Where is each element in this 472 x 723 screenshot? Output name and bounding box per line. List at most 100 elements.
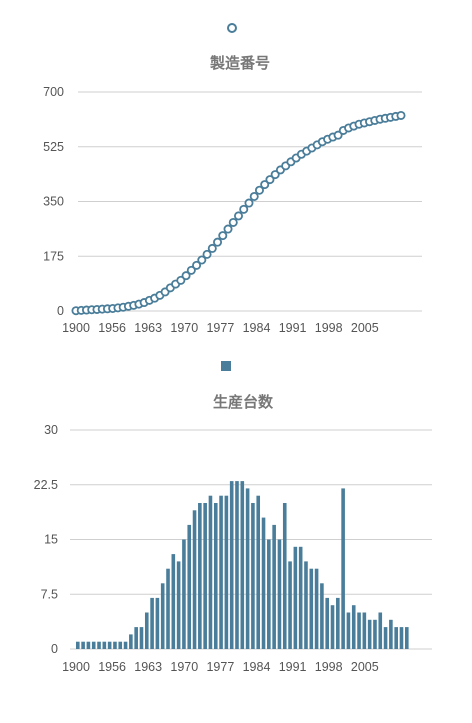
bar xyxy=(198,503,202,649)
y-tick-label: 350 xyxy=(43,195,64,209)
data-point xyxy=(270,170,280,180)
data-points xyxy=(71,110,406,316)
serial-number-chart: 製造番号 0 175 350 525 700 1900 1956 1963 1970 1977 1… xyxy=(0,0,472,350)
bar xyxy=(261,517,266,649)
bar xyxy=(251,503,255,649)
bar xyxy=(330,605,335,649)
data-point xyxy=(192,260,202,270)
x-tick-labels: 1900 1956 1963 1970 1977 1984 1991 1998 2005 xyxy=(62,321,379,335)
data-point xyxy=(265,175,275,185)
chart-title: 生産台数 xyxy=(213,393,274,411)
data-point xyxy=(207,243,217,253)
data-point xyxy=(228,217,238,227)
data-point xyxy=(213,237,223,247)
x-tick-label: 1963 xyxy=(134,660,162,674)
y-tick-label: 175 xyxy=(43,249,64,263)
data-point xyxy=(396,110,406,120)
data-point xyxy=(249,191,259,201)
bar xyxy=(102,641,107,649)
y-tick-label: 700 xyxy=(43,85,64,99)
bar xyxy=(367,619,372,649)
bar xyxy=(314,568,319,649)
bar xyxy=(81,641,85,649)
x-tick-label: 2005 xyxy=(351,321,379,335)
bar xyxy=(97,641,101,649)
bar xyxy=(118,641,123,649)
y-tick-labels: 0 175 350 525 700 xyxy=(43,85,64,318)
data-point xyxy=(197,255,207,265)
bar xyxy=(399,627,404,649)
production-count-chart: 生産台数 0 7.5 15 22.5 30 1900 1956 1963 1970 1977 19… xyxy=(0,350,472,718)
bar xyxy=(378,612,383,649)
x-tick-label: 1984 xyxy=(243,660,271,674)
y-tick-label: 0 xyxy=(51,642,58,656)
x-tick-label: 1998 xyxy=(315,321,343,335)
legend-marker-square xyxy=(221,361,231,371)
bar xyxy=(282,503,287,649)
bar xyxy=(219,495,223,649)
bar xyxy=(187,524,192,649)
bar xyxy=(293,546,298,649)
bar xyxy=(134,627,138,649)
bar xyxy=(229,481,234,649)
x-tick-label: 1984 xyxy=(243,321,271,335)
bar xyxy=(224,495,229,649)
bar xyxy=(182,539,186,649)
bar xyxy=(341,488,345,649)
y-tick-label: 22.5 xyxy=(34,478,58,492)
bar xyxy=(320,583,324,649)
bar xyxy=(373,619,377,649)
bar xyxy=(113,641,117,649)
bar xyxy=(383,627,388,649)
bar xyxy=(203,503,207,649)
bar xyxy=(267,539,271,649)
data-point xyxy=(202,249,212,259)
x-tick-label: 1977 xyxy=(206,321,234,335)
bar xyxy=(176,561,181,649)
bar xyxy=(245,488,250,649)
y-gridlines xyxy=(70,429,432,650)
bar xyxy=(256,495,261,649)
bar xyxy=(213,503,218,649)
chart-title: 製造番号 xyxy=(209,54,270,72)
bar xyxy=(362,612,367,649)
bar xyxy=(351,605,356,649)
data-point xyxy=(233,211,243,221)
bar xyxy=(277,539,282,649)
bar xyxy=(336,597,340,649)
bar xyxy=(325,597,329,649)
y-tick-label: 15 xyxy=(44,533,58,547)
x-tick-label: 2005 xyxy=(351,660,379,674)
bar xyxy=(166,568,170,649)
data-point xyxy=(223,224,233,234)
x-tick-labels: 1900 1956 1963 1970 1977 1984 1991 1998 2005 xyxy=(62,660,379,674)
x-tick-label: 1956 xyxy=(98,321,126,335)
y-tick-label: 30 xyxy=(44,423,58,437)
bar xyxy=(304,561,308,649)
x-tick-label: 1998 xyxy=(315,660,343,674)
x-tick-label: 1956 xyxy=(98,660,126,674)
bar xyxy=(298,546,303,649)
x-tick-label: 1963 xyxy=(134,321,162,335)
bar xyxy=(155,597,160,649)
bar xyxy=(76,641,80,649)
x-tick-label: 1977 xyxy=(206,660,234,674)
bar xyxy=(139,627,144,649)
y-tick-label: 7.5 xyxy=(41,587,58,601)
x-tick-label: 1970 xyxy=(170,321,198,335)
bar xyxy=(346,612,351,649)
data-point xyxy=(186,265,196,275)
x-tick-label: 1970 xyxy=(170,660,198,674)
data-point xyxy=(244,198,254,208)
bar xyxy=(240,481,245,649)
production-count-bar-chart: 生産台数 0 7.5 15 22.5 30 1900 1956 1963 1970 1977 19… xyxy=(34,361,432,674)
bar xyxy=(123,641,128,649)
bar xyxy=(405,627,409,649)
bar xyxy=(288,561,292,649)
x-tick-label: 1900 xyxy=(62,660,90,674)
data-point xyxy=(239,204,249,214)
data-bars xyxy=(76,481,409,649)
bar xyxy=(150,597,154,649)
data-point xyxy=(218,231,228,241)
x-tick-label: 1991 xyxy=(279,321,307,335)
